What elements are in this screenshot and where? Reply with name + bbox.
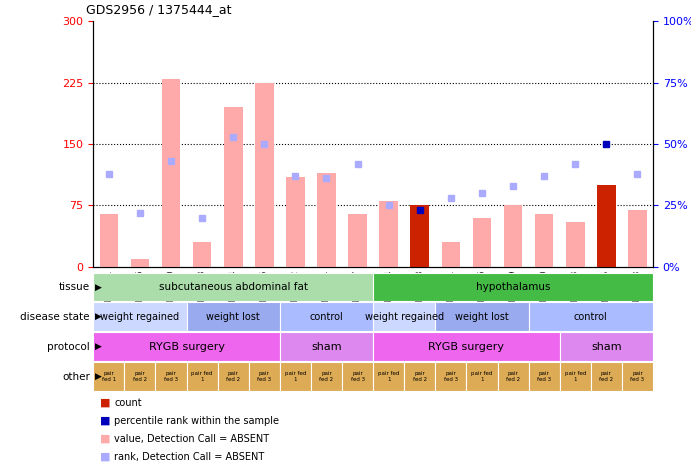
Bar xyxy=(535,214,553,267)
Text: pair
fed 3: pair fed 3 xyxy=(630,371,645,382)
Bar xyxy=(280,332,373,361)
Text: sham: sham xyxy=(311,342,342,352)
Bar xyxy=(131,259,149,267)
Bar xyxy=(218,362,249,391)
Bar xyxy=(560,362,591,391)
Bar xyxy=(187,362,218,391)
Text: ▶: ▶ xyxy=(95,372,102,381)
Bar xyxy=(286,177,305,267)
Text: pair
fed 3: pair fed 3 xyxy=(444,371,458,382)
Text: pair
fed 3: pair fed 3 xyxy=(257,371,272,382)
Bar xyxy=(348,214,367,267)
Text: tissue: tissue xyxy=(59,282,90,292)
Text: control: control xyxy=(574,312,607,322)
Bar xyxy=(473,218,491,267)
Bar xyxy=(249,362,280,391)
Bar xyxy=(435,362,466,391)
Text: pair fed
1: pair fed 1 xyxy=(191,371,213,382)
Bar xyxy=(373,302,435,331)
Text: pair
fed 1: pair fed 1 xyxy=(102,371,116,382)
Bar xyxy=(379,201,398,267)
Bar xyxy=(193,242,211,267)
Bar xyxy=(442,242,460,267)
Bar xyxy=(597,185,616,267)
Bar xyxy=(93,332,280,361)
Bar xyxy=(560,332,653,361)
Bar xyxy=(566,222,585,267)
Text: protocol: protocol xyxy=(47,342,90,352)
Bar xyxy=(124,362,155,391)
Text: ■: ■ xyxy=(100,452,111,462)
Bar xyxy=(529,362,560,391)
Text: pair
fed 3: pair fed 3 xyxy=(537,371,551,382)
Bar xyxy=(628,210,647,267)
Text: pair
fed 2: pair fed 2 xyxy=(413,371,427,382)
Bar xyxy=(591,362,622,391)
Text: weight lost: weight lost xyxy=(207,312,260,322)
Bar xyxy=(504,206,522,267)
Text: GDS2956 / 1375444_at: GDS2956 / 1375444_at xyxy=(86,3,232,16)
Text: sham: sham xyxy=(591,342,622,352)
Text: pair fed
1: pair fed 1 xyxy=(285,371,306,382)
Bar xyxy=(155,362,187,391)
Text: pair
fed 3: pair fed 3 xyxy=(350,371,365,382)
Bar xyxy=(311,362,342,391)
Text: pair
fed 2: pair fed 2 xyxy=(506,371,520,382)
Bar xyxy=(498,362,529,391)
Bar xyxy=(93,302,187,331)
Bar xyxy=(224,107,243,267)
Bar xyxy=(373,332,560,361)
Text: value, Detection Call = ABSENT: value, Detection Call = ABSENT xyxy=(114,434,269,444)
Bar xyxy=(373,362,404,391)
Bar xyxy=(280,302,373,331)
Bar xyxy=(162,79,180,267)
Text: other: other xyxy=(62,372,90,382)
Bar xyxy=(187,302,280,331)
Bar xyxy=(93,273,373,301)
Bar xyxy=(100,214,118,267)
Text: rank, Detection Call = ABSENT: rank, Detection Call = ABSENT xyxy=(114,452,264,462)
Text: RYGB surgery: RYGB surgery xyxy=(428,342,504,352)
Text: weight regained: weight regained xyxy=(365,312,444,322)
Text: weight lost: weight lost xyxy=(455,312,509,322)
Text: pair
fed 2: pair fed 2 xyxy=(133,371,147,382)
Text: percentile rank within the sample: percentile rank within the sample xyxy=(114,416,279,426)
Text: pair fed
1: pair fed 1 xyxy=(471,371,493,382)
Text: disease state: disease state xyxy=(20,312,90,322)
Bar xyxy=(255,82,274,267)
Bar xyxy=(373,273,653,301)
Text: ■: ■ xyxy=(100,398,111,408)
Bar xyxy=(622,362,653,391)
Bar xyxy=(404,362,435,391)
Text: hypothalamus: hypothalamus xyxy=(476,282,550,292)
Text: ▶: ▶ xyxy=(95,312,102,321)
Text: pair
fed 2: pair fed 2 xyxy=(599,371,614,382)
Text: ▶: ▶ xyxy=(95,283,102,292)
Text: RYGB surgery: RYGB surgery xyxy=(149,342,225,352)
Bar xyxy=(317,173,336,267)
Text: count: count xyxy=(114,398,142,408)
Text: control: control xyxy=(310,312,343,322)
Text: ■: ■ xyxy=(100,416,111,426)
Text: ▶: ▶ xyxy=(95,342,102,351)
Text: pair
fed 2: pair fed 2 xyxy=(226,371,240,382)
Bar xyxy=(529,302,653,331)
Text: weight regained: weight regained xyxy=(100,312,180,322)
Text: pair
fed 2: pair fed 2 xyxy=(319,371,334,382)
Text: pair
fed 3: pair fed 3 xyxy=(164,371,178,382)
Bar xyxy=(342,362,373,391)
Text: subcutaneous abdominal fat: subcutaneous abdominal fat xyxy=(159,282,307,292)
Bar xyxy=(435,302,529,331)
Bar xyxy=(280,362,311,391)
Text: ■: ■ xyxy=(100,434,111,444)
Bar xyxy=(410,206,429,267)
Bar xyxy=(93,362,124,391)
Text: pair fed
1: pair fed 1 xyxy=(565,371,586,382)
Bar xyxy=(466,362,498,391)
Text: pair fed
1: pair fed 1 xyxy=(378,371,399,382)
